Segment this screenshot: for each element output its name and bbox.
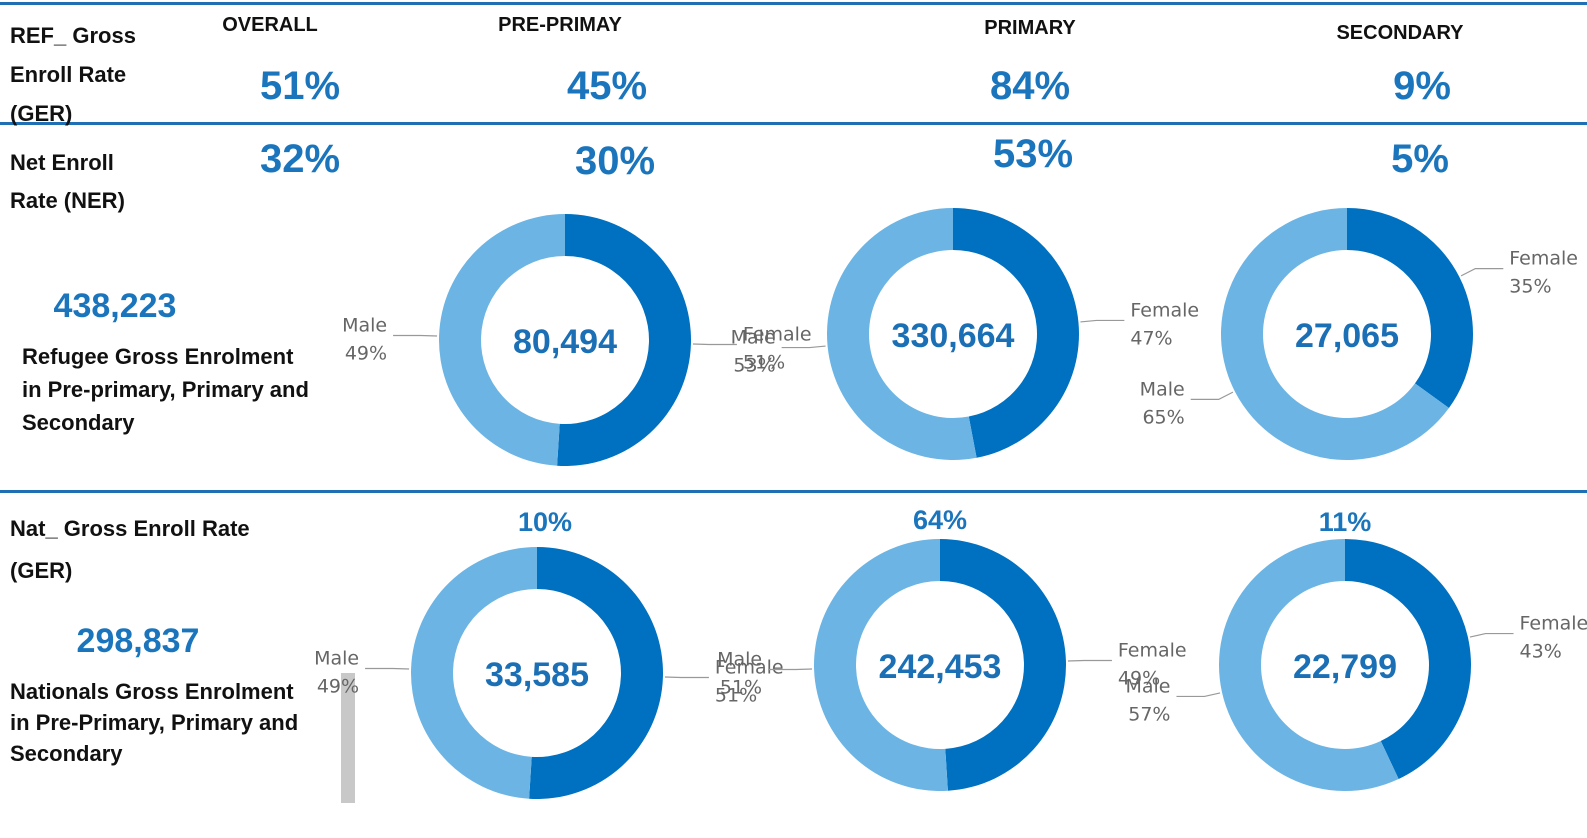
slice-category: Female: [1118, 639, 1187, 661]
donut-chart: Female 47% Male 53% 330,664: [731, 208, 1199, 460]
nat-rate: 10%: [517, 507, 573, 537]
donut-segment: [1221, 208, 1449, 460]
nat-rate: 11%: [1318, 507, 1372, 537]
center-label: 330,664: [892, 317, 1015, 355]
leader-line: [365, 667, 410, 670]
ner-value: 5%: [1391, 137, 1449, 181]
ger-value: 45%: [566, 64, 648, 108]
row-label: Net Enroll Rate (NER): [10, 150, 125, 213]
leader-line: [664, 676, 709, 679]
slice-value: 65%: [1142, 406, 1184, 428]
center-label: 80,494: [513, 323, 617, 361]
leader-line: [1080, 319, 1125, 323]
ger-value: 9%: [1393, 64, 1451, 108]
ger-value: 84%: [989, 64, 1071, 108]
column-header: PRE-PRIMAY: [498, 14, 622, 36]
donut-segment: [529, 547, 663, 799]
center-label: 242,453: [879, 648, 1002, 686]
slice-value: 35%: [1509, 276, 1551, 298]
slice-category: Female: [715, 657, 784, 679]
leader-line: [1067, 659, 1112, 662]
donut-chart: Female 43% Male 57% 22,799: [1125, 539, 1587, 791]
donut-segment: [557, 214, 691, 466]
donut-segment: [1347, 208, 1473, 409]
center-label: 22,799: [1293, 648, 1397, 686]
refugee-total: 438,223: [53, 287, 177, 325]
column-header: OVERALL: [222, 14, 318, 36]
donut-segment: [953, 208, 1080, 458]
row-label: Nat_ Gross Enroll Rate (GER): [10, 516, 250, 583]
leader-line: [1469, 632, 1514, 638]
donut-segment: [1345, 539, 1471, 780]
slice-category: Male: [731, 327, 776, 349]
divider: [0, 490, 1587, 493]
donut-segment: [410, 547, 537, 799]
center-label: 27,065: [1295, 317, 1399, 355]
slice-value: 53%: [733, 355, 775, 377]
slice-value: 47%: [1130, 327, 1172, 349]
slice-value: 57%: [1128, 703, 1170, 725]
slice-category: Male: [314, 647, 359, 669]
donut-segment: [438, 214, 565, 466]
row-label: REF_ Gross Enroll Rate (GER): [10, 23, 136, 126]
center-label: 33,585: [485, 656, 589, 694]
leader-line: [1176, 692, 1221, 698]
donut-segment: [1219, 539, 1399, 791]
column-header: PRIMARY: [984, 17, 1076, 39]
slice-category: Male: [1140, 378, 1185, 400]
leader-line: [393, 334, 438, 337]
slice-value: 51%: [715, 685, 757, 707]
leader-line: [692, 343, 737, 346]
slice-category: Female: [1130, 299, 1199, 321]
dashboard: REF_ Gross Enroll Rate (GER) OVERALL PRE…: [0, 2, 1587, 803]
divider: [0, 122, 1587, 125]
slice-value: 49%: [345, 342, 387, 364]
leader-line: [781, 345, 826, 349]
donut-chart: Female 35% Male 65% 27,065: [1140, 208, 1578, 460]
divider: [0, 2, 1587, 5]
donut-chart: Female 51% Male 49% 80,494: [342, 214, 812, 466]
slice-category: Male: [717, 649, 762, 671]
donut-segment: [814, 539, 948, 791]
slice-category: Male: [342, 314, 387, 336]
slice-value: 49%: [1118, 667, 1160, 689]
slice-category: Male: [1125, 675, 1170, 697]
ner-value: 30%: [574, 139, 656, 183]
ger-value: 51%: [259, 64, 341, 108]
nat-rate: 64%: [912, 505, 968, 535]
slice-value: 49%: [317, 675, 359, 697]
scrollbar: [341, 673, 355, 803]
ner-value: 32%: [259, 137, 341, 181]
nationals-total: 298,837: [76, 622, 200, 660]
donut-segment: [940, 539, 1067, 791]
refugee-caption: Refugee Gross Enrolment in Pre-primary, …: [22, 344, 309, 435]
slice-value: 43%: [1520, 641, 1562, 663]
slice-value: 51%: [720, 677, 762, 699]
nationals-caption: Nationals Gross Enrolment in Pre-Primary…: [10, 679, 299, 766]
slice-category: Female: [1520, 613, 1587, 635]
slice-value: 51%: [743, 352, 785, 374]
slice-category: Female: [1509, 248, 1578, 270]
donut-segment: [827, 208, 977, 460]
leader-line: [768, 668, 813, 671]
leader-line: [1460, 268, 1504, 277]
slice-category: Female: [743, 324, 812, 346]
column-header: SECONDARY: [1336, 22, 1464, 44]
ner-value: 53%: [992, 132, 1074, 176]
leader-line: [1190, 391, 1234, 400]
